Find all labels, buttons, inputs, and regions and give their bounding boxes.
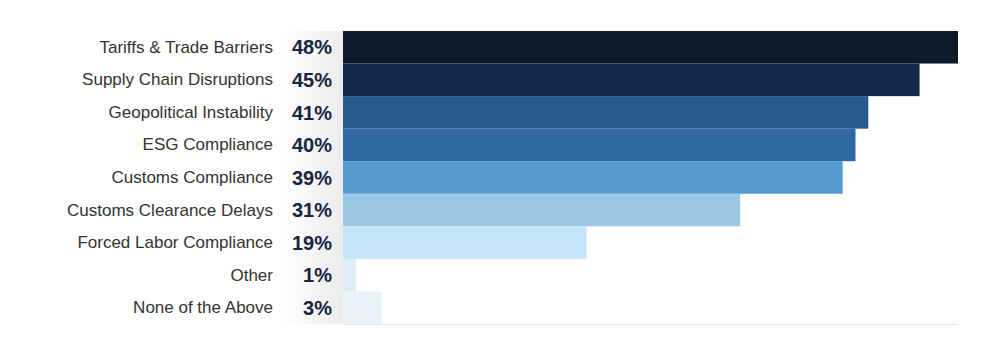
bar	[343, 31, 958, 64]
tick: Geopolitical Instability	[109, 103, 274, 122]
category-label: Forced Labor Compliance	[77, 233, 273, 252]
category-label: Supply Chain Disruptions	[82, 70, 273, 89]
tick: Customs Compliance	[111, 168, 273, 187]
bar	[343, 259, 356, 292]
data-label: 19%	[292, 232, 332, 254]
category-label: Geopolitical Instability	[109, 103, 274, 122]
data-label: 40%	[292, 134, 332, 156]
tick: Tariffs & Trade Barriers	[99, 38, 273, 57]
tick: Forced Labor Compliance	[77, 233, 273, 252]
category-label: None of the Above	[133, 298, 273, 317]
bar	[343, 291, 381, 324]
category-label: Customs Compliance	[111, 168, 273, 187]
data-labels: 48% 45% 41% 40% 39% 31% 19% 1% 3%	[292, 36, 332, 318]
data-label: 31%	[292, 199, 332, 221]
data-label: 41%	[292, 102, 332, 124]
data-label: 48%	[292, 36, 332, 58]
tick: None of the Above	[133, 298, 273, 317]
tick: Customs Clearance Delays	[67, 200, 273, 219]
tick: ESG Compliance	[143, 135, 273, 154]
bar	[343, 194, 740, 227]
data-label: 1%	[303, 264, 332, 286]
bars	[343, 31, 958, 324]
category-label: Customs Clearance Delays	[67, 200, 273, 219]
bar	[343, 64, 920, 97]
tick: Other	[230, 266, 273, 285]
category-label: Other	[230, 266, 273, 285]
bar	[343, 129, 856, 162]
data-label: 39%	[292, 167, 332, 189]
category-label: ESG Compliance	[143, 135, 273, 154]
bar	[343, 96, 868, 129]
axis-line	[344, 324, 959, 325]
category-label: Tariffs & Trade Barriers	[99, 38, 273, 57]
bar	[343, 226, 586, 259]
chart: Tariffs & Trade Barriers Supply Chain Dis…	[0, 0, 983, 341]
data-label: 45%	[292, 69, 332, 91]
tick: Supply Chain Disruptions	[82, 70, 273, 89]
data-label: 3%	[303, 297, 332, 319]
y-axis: Tariffs & Trade Barriers Supply Chain Dis…	[67, 38, 273, 317]
bar	[343, 161, 843, 194]
x-axis	[344, 324, 959, 325]
label-background	[280, 31, 343, 324]
